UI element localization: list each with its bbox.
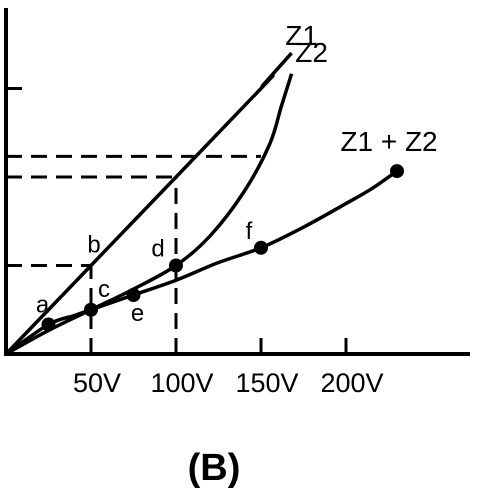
series-line-z1-z2 [5, 169, 398, 356]
axes [4, 8, 470, 356]
x-tick-label-150V: 150V [235, 368, 298, 398]
x-ticks: 50V 100V 150V 200V [73, 338, 384, 398]
marked-point-c [84, 302, 98, 317]
series-label-z2: Z2 [295, 37, 328, 68]
series-label-z1: Z1 [285, 20, 318, 51]
x-tick-label-100V: 100V [150, 368, 213, 398]
point-label-e: e [131, 300, 144, 327]
y-ticks [6, 87, 22, 267]
marked-point-d [169, 258, 183, 273]
point-labels: a ce d f b [36, 218, 253, 327]
figure-caption: (B) [188, 447, 241, 489]
series-line-z1 [4, 51, 293, 356]
point-label-c: c [98, 276, 110, 303]
marked-point-a [41, 317, 56, 332]
x-tick-label-200V: 200V [320, 368, 383, 398]
x-tick-label-50V: 50V [73, 368, 121, 398]
point-label-a: a [36, 292, 50, 319]
marked-point-end [390, 164, 404, 179]
marked-point-e [126, 288, 141, 302]
marked-points [41, 164, 404, 332]
point-label-b: b [87, 232, 100, 259]
series-lines [4, 51, 398, 356]
series-line-z2 [5, 73, 294, 356]
point-label-f: f [246, 218, 253, 245]
series-label-z1-z2: Z1 + Z2 [340, 126, 437, 157]
point-label-d: d [151, 236, 164, 263]
marked-point-f [254, 240, 268, 255]
